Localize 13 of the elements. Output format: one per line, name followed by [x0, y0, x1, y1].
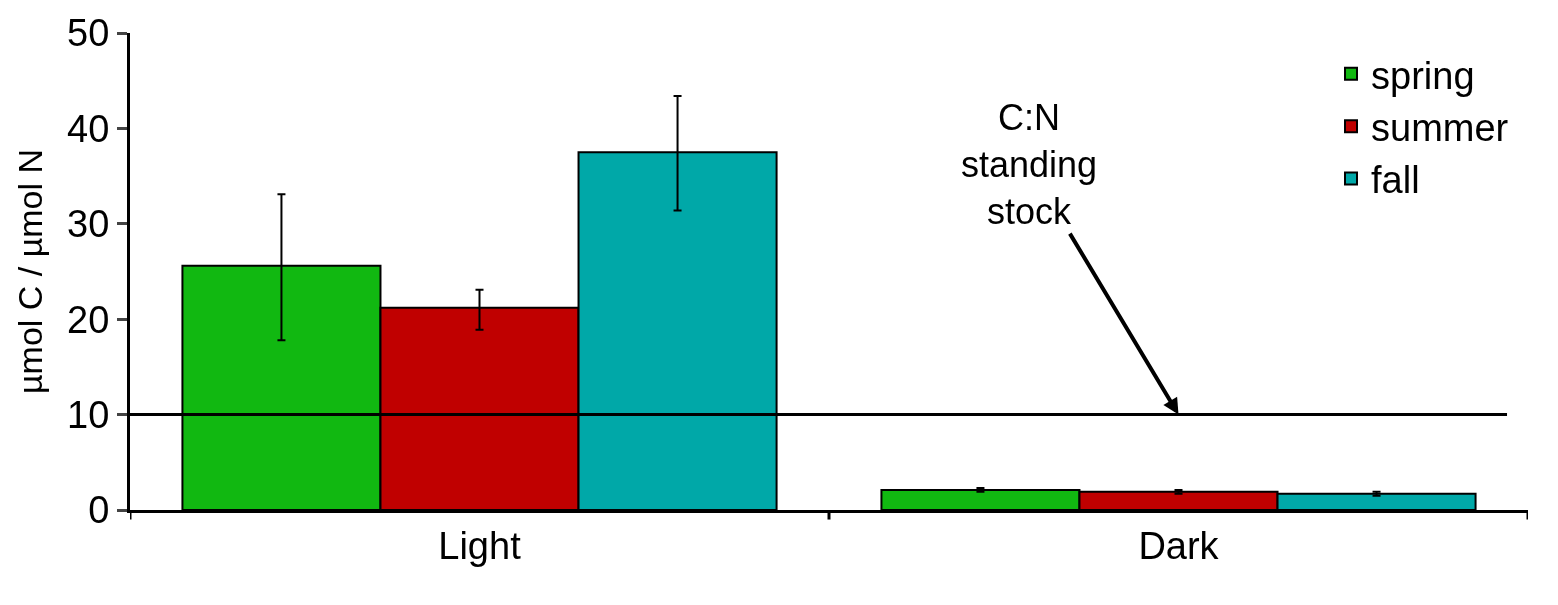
annotation: C:N standing stock — [961, 97, 1098, 232]
y-tick-label: 10 — [67, 393, 110, 436]
x-tick-label: Light — [438, 524, 522, 567]
y-tick-label: 20 — [67, 298, 110, 341]
legend-label: summer — [1371, 106, 1509, 149]
y-tick-label: 40 — [67, 107, 110, 150]
y-tick-label: 50 — [67, 12, 110, 55]
legend-label: spring — [1371, 54, 1475, 97]
legend-label: fall — [1371, 159, 1420, 202]
y-tick-label: 30 — [67, 203, 110, 246]
x-tick-label: Dark — [1138, 524, 1220, 567]
y-tick-label: 0 — [88, 489, 110, 532]
y-axis-title: µmol C / µmol N — [10, 148, 49, 395]
